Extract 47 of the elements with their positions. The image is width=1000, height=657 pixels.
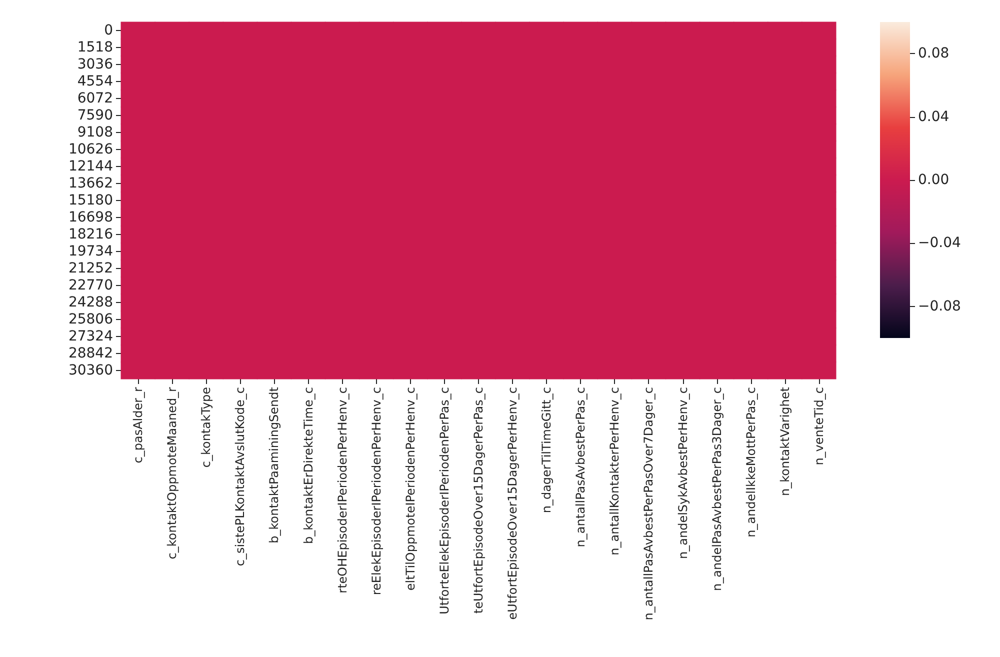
y-tick-label: 18216 [68,226,114,242]
x-tick-label: n_andelSykAvbestPerHenv_c [676,387,690,559]
x-tick-label: UtforteElekEpisoderIPeriodenPerPas_c [437,387,452,614]
x-tick-label: n_kontaktVarighet [778,386,792,496]
y-tick-label: 13662 [68,176,113,192]
x-tick-label: n_antallPasAvbestPerPas_c [574,387,588,548]
x-tick-label: c_sistePLKontaktAvslutKode_c [233,387,248,566]
y-tick-label: 10626 [68,142,114,158]
x-tick-label: n_andelIkkeMottPerPas_c [744,387,758,538]
y-tick-label: 28842 [68,346,113,362]
color-bar-label: −0.04 [918,235,961,252]
color-bar-label: 0.04 [918,108,950,125]
y-tick-label: 0 [104,22,113,38]
y-tick-label: 4554 [77,74,114,90]
y-tick-label: 6072 [77,90,113,106]
y-tick-label: 1518 [77,40,113,56]
x-tick-label: c_pasAlder_r [131,386,146,464]
x-tick-label: eltTilOppmoteIPeriodenPerHenv_c [403,387,418,591]
y-tick-label: 3036 [77,56,114,72]
x-tick-label: eUtfortEpisodeOver15DagerPerHenv_c [506,387,520,620]
y-tick-label: 16698 [68,210,113,226]
y-tick-label: 24288 [68,294,113,310]
y-tick-label: 25806 [68,312,114,328]
x-tick-label: c_kontaktOppmoteMaaned_r [165,386,180,560]
y-tick-label: 9108 [77,124,113,140]
y-tick-label: 22770 [68,278,113,294]
x-tick-label: teUtfortEpisodeOver15DagerPerPas_c [472,387,486,614]
x-tick-label: n_venteTid_c [812,387,826,466]
x-tick-label: n_andelPasAvbestPerPas3Dager_c [710,387,724,591]
x-tick-label: b_kontaktPaaminingSendt [267,386,282,544]
y-tick-label: 7590 [77,108,113,124]
y-tick-label: 30360 [68,362,113,378]
color-bar-label: −0.08 [918,298,961,314]
x-tick-label: n_antallPasAvbestPerPasOver7Dager_c [642,387,656,620]
x-tick-label: n_antallKontakterPerHenv_c [608,387,622,556]
x-tick-label: b_kontaktErDirekteTime_c [301,387,316,544]
x-tick-label: c_kontakType [199,387,214,468]
x-tick-label: reElekEpisoderIPeriodenPerHenv_c [369,387,384,596]
y-tick-label: 21252 [68,260,113,276]
color-bar-label: 0.08 [918,46,950,62]
y-tick-label: 19734 [68,244,114,260]
color-bar-label: 0.00 [918,172,950,188]
y-tick-label: 27324 [68,328,114,344]
x-tick-label: rteOHEpisoderIPeriodenPerHenv_c [335,387,350,594]
x-tick-label: n_dagerTilTimeGitt_c [540,387,554,514]
y-tick-label: 12144 [68,158,114,174]
y-tick-label: 15180 [68,192,113,208]
